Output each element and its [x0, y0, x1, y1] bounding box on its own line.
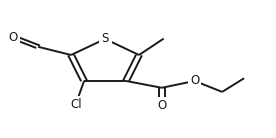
Text: O: O [9, 31, 18, 44]
Text: S: S [101, 32, 109, 45]
Text: Cl: Cl [70, 98, 82, 111]
Text: O: O [190, 75, 199, 87]
Text: O: O [157, 99, 166, 112]
